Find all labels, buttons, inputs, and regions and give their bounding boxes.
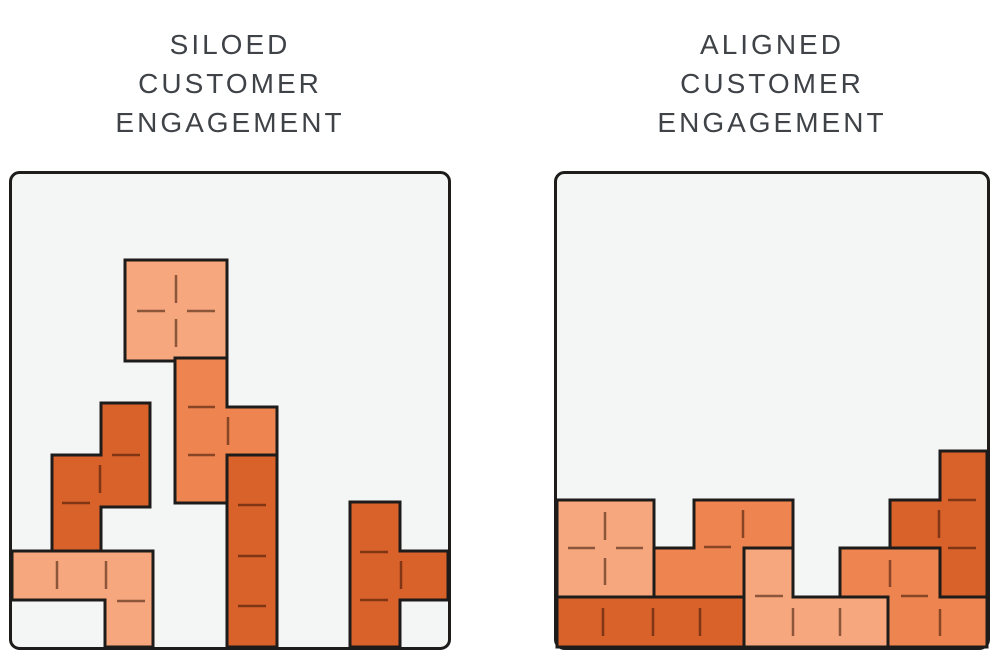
title-line: ENGAGEMENT [657, 107, 887, 138]
siloed-panel-title: SILOED CUSTOMER ENGAGEMENT [9, 25, 451, 142]
siloed-panel [9, 171, 451, 650]
aligned-panel-title: ALIGNED CUSTOMER ENGAGEMENT [554, 25, 990, 142]
title-line: SILOED [169, 29, 291, 60]
title-line: ALIGNED [700, 29, 844, 60]
siloed-i-piece-vertical [225, 453, 279, 649]
siloed-j-piece-bottom-left [10, 549, 155, 649]
title-line: ENGAGEMENT [115, 107, 345, 138]
title-line: CUSTOMER [138, 68, 322, 99]
aligned-panel [554, 171, 990, 650]
aligned-i-piece-horizontal [555, 595, 746, 649]
siloed-t-piece-right [348, 500, 450, 649]
title-line: CUSTOMER [680, 68, 864, 99]
